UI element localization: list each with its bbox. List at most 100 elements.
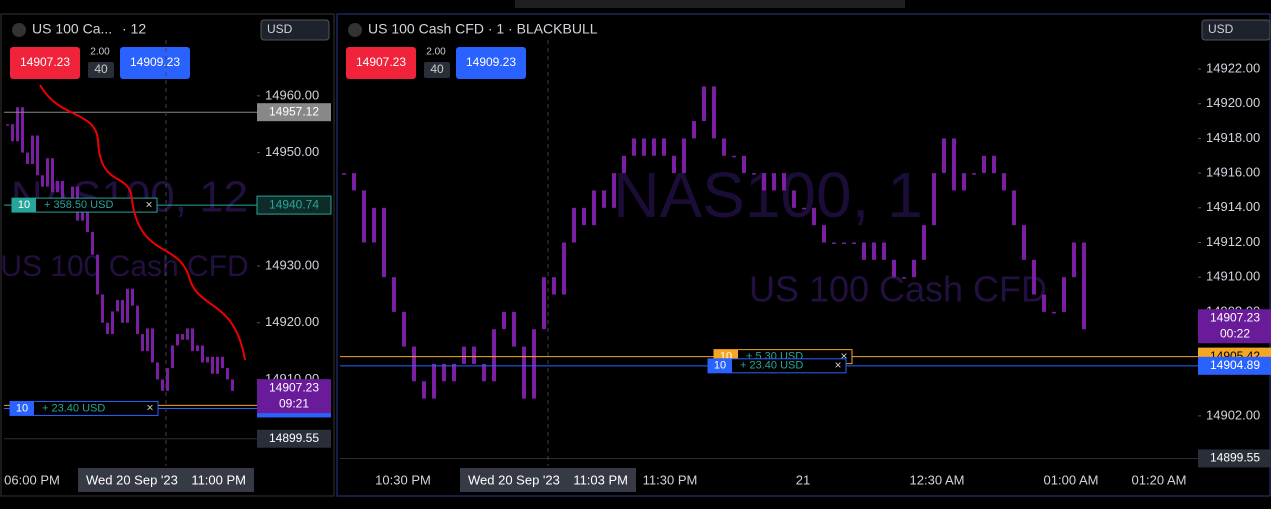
y-tick-label: 14920.00 [1206, 95, 1260, 110]
right-panel [336, 13, 1271, 497]
candle [362, 190, 366, 243]
crosshair-time: 11:03 PM [573, 472, 628, 487]
candle [752, 173, 756, 175]
candle [201, 345, 204, 363]
candle [722, 138, 726, 156]
candle [762, 173, 766, 191]
candle [512, 311, 516, 347]
crosshair-label [460, 468, 636, 492]
candle [21, 107, 24, 153]
candle [782, 173, 786, 191]
spread: 2.00 [426, 47, 446, 58]
quantity: 40 [430, 62, 444, 76]
candle [682, 138, 686, 174]
ask-line-badge [257, 429, 331, 448]
candle [552, 277, 556, 295]
candle [71, 186, 74, 198]
candle [141, 334, 144, 352]
quantity: 40 [94, 62, 108, 76]
position-pnl: + 358.50 USD [44, 199, 113, 211]
x-tick-label: 21 [796, 472, 810, 487]
candle [632, 138, 636, 156]
quantity-box [424, 62, 450, 78]
currency-select [260, 19, 330, 41]
candle [712, 86, 716, 139]
x-tick-label: 01:20 AM [1132, 472, 1187, 487]
symbol: US 100 Cash CFD · 1 · BLACKBULL [368, 21, 598, 37]
candle [372, 207, 376, 243]
candle [131, 288, 134, 306]
candle [1002, 173, 1006, 191]
candle [161, 379, 164, 391]
candle [432, 363, 436, 399]
candle [822, 225, 826, 243]
position-qty-bg [12, 198, 36, 213]
position-qty: 10 [16, 402, 28, 414]
countdown: 00:22 [1220, 326, 1250, 340]
candle [562, 242, 566, 295]
candle [542, 277, 546, 330]
candle [842, 242, 846, 244]
watermark: NAS100, 1 [613, 159, 923, 231]
candle [482, 363, 486, 382]
candle [171, 345, 174, 369]
candle [932, 173, 936, 226]
candle [492, 329, 496, 382]
position-pnl: + 23.40 USD [42, 402, 105, 414]
candle [872, 242, 876, 260]
y-tick-label: 14960.00 [265, 87, 319, 102]
candle [226, 368, 229, 380]
buy-price: 14909.23 [130, 55, 180, 69]
left-panel [0, 13, 335, 497]
candle [1022, 225, 1026, 260]
candle [231, 379, 234, 391]
interval: · 12 [122, 21, 146, 37]
ask-line: 14899.55 [1210, 451, 1260, 465]
position-close: × [146, 401, 153, 415]
crosshair-date: Wed 20 Sep '23 [86, 472, 178, 487]
candle [176, 334, 179, 346]
watermark-name: US 100 Cash CFD [0, 250, 248, 283]
y-tick-label: 14914.00 [1206, 199, 1260, 214]
candle [862, 242, 866, 260]
y-tick-label: 14912.00 [1206, 234, 1260, 249]
y-tick-label: 14918.00 [1206, 130, 1260, 145]
candle [26, 152, 29, 164]
candle [902, 277, 906, 279]
candle [602, 190, 606, 208]
top-toolbar [515, 0, 905, 8]
ask-line-badge [1198, 449, 1271, 468]
candle [642, 138, 646, 156]
position-qty-bg [10, 401, 34, 416]
crosshair-label [78, 468, 254, 492]
candle [211, 356, 214, 374]
position2-price: 14904.89 [1210, 358, 1260, 372]
candle [206, 356, 209, 363]
candle [912, 259, 916, 278]
candle [16, 107, 19, 142]
candle [91, 231, 94, 255]
candle [1032, 259, 1036, 295]
candle [36, 135, 39, 176]
candle [221, 356, 224, 369]
currency: USD [267, 22, 293, 36]
candle [832, 242, 836, 244]
candle [136, 305, 139, 335]
exchange-icon [12, 23, 26, 37]
candle [672, 155, 676, 174]
candle [502, 311, 506, 330]
ask-line: 14899.55 [269, 431, 319, 445]
candle [592, 190, 596, 226]
position-qty: 10 [18, 199, 30, 211]
candle [652, 138, 656, 156]
sell-button [346, 47, 416, 79]
y-tick-label: 14930.00 [265, 257, 319, 272]
last-price-badge [1198, 309, 1271, 344]
candle [342, 173, 346, 175]
sell-price: 14907.23 [356, 55, 406, 69]
candle [422, 381, 426, 399]
candle [1062, 277, 1066, 312]
last-price: 14907.23 [1210, 310, 1260, 324]
candle [922, 225, 926, 260]
candle [126, 288, 129, 323]
